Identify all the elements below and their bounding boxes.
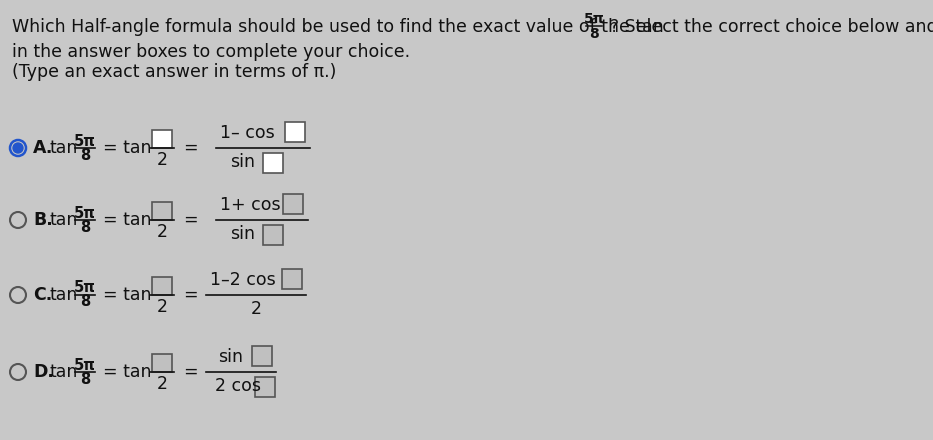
FancyBboxPatch shape bbox=[152, 354, 172, 372]
Text: = tan: = tan bbox=[103, 363, 151, 381]
Text: = tan: = tan bbox=[103, 211, 151, 229]
Text: = tan: = tan bbox=[103, 139, 151, 157]
Text: 2: 2 bbox=[250, 300, 261, 318]
FancyBboxPatch shape bbox=[152, 202, 172, 220]
Text: =: = bbox=[183, 363, 198, 381]
FancyBboxPatch shape bbox=[285, 122, 305, 142]
Text: 8: 8 bbox=[80, 371, 91, 386]
Text: 8: 8 bbox=[589, 27, 599, 41]
Text: C.: C. bbox=[33, 286, 52, 304]
Text: =: = bbox=[183, 286, 198, 304]
Text: 2: 2 bbox=[157, 375, 168, 393]
Text: sin: sin bbox=[218, 348, 243, 366]
Text: 1–2 cos: 1–2 cos bbox=[210, 271, 276, 289]
Text: 8: 8 bbox=[80, 147, 91, 162]
Text: tan: tan bbox=[50, 286, 78, 304]
Text: 5π: 5π bbox=[74, 133, 96, 148]
Text: Which Half-angle formula should be used to find the exact value of the tan: Which Half-angle formula should be used … bbox=[12, 18, 663, 36]
Text: =: = bbox=[183, 139, 198, 157]
Text: 2: 2 bbox=[157, 151, 168, 169]
FancyBboxPatch shape bbox=[282, 269, 302, 289]
Text: tan: tan bbox=[50, 363, 78, 381]
FancyBboxPatch shape bbox=[263, 153, 283, 173]
FancyBboxPatch shape bbox=[255, 377, 275, 397]
Text: 5π: 5π bbox=[74, 205, 96, 220]
Text: 8: 8 bbox=[80, 220, 91, 235]
Text: in the answer boxes to complete your choice.: in the answer boxes to complete your cho… bbox=[12, 43, 411, 61]
FancyBboxPatch shape bbox=[263, 225, 283, 245]
Text: 2 cos: 2 cos bbox=[215, 377, 261, 395]
Text: = tan: = tan bbox=[103, 286, 151, 304]
Text: tan: tan bbox=[50, 211, 78, 229]
FancyBboxPatch shape bbox=[252, 346, 272, 366]
Text: 1+ cos: 1+ cos bbox=[220, 196, 281, 214]
FancyBboxPatch shape bbox=[152, 277, 172, 295]
Text: 2: 2 bbox=[157, 223, 168, 241]
Circle shape bbox=[13, 143, 23, 153]
Text: (Type an exact answer in terms of π.): (Type an exact answer in terms of π.) bbox=[12, 63, 337, 81]
Text: sin: sin bbox=[230, 225, 255, 243]
Text: B.: B. bbox=[33, 211, 53, 229]
Text: A.: A. bbox=[33, 139, 53, 157]
Text: 5π: 5π bbox=[74, 281, 96, 296]
Text: D.: D. bbox=[33, 363, 54, 381]
Text: sin: sin bbox=[230, 153, 255, 171]
Text: 2: 2 bbox=[157, 298, 168, 316]
FancyBboxPatch shape bbox=[283, 194, 303, 214]
Text: ? Select the correct choice below and fill: ? Select the correct choice below and fi… bbox=[610, 18, 933, 36]
Text: 8: 8 bbox=[80, 294, 91, 309]
Text: 5π: 5π bbox=[583, 12, 605, 26]
Text: 5π: 5π bbox=[74, 357, 96, 373]
Text: tan: tan bbox=[50, 139, 78, 157]
Text: =: = bbox=[183, 211, 198, 229]
FancyBboxPatch shape bbox=[152, 130, 172, 148]
Text: 1– cos: 1– cos bbox=[220, 124, 274, 142]
